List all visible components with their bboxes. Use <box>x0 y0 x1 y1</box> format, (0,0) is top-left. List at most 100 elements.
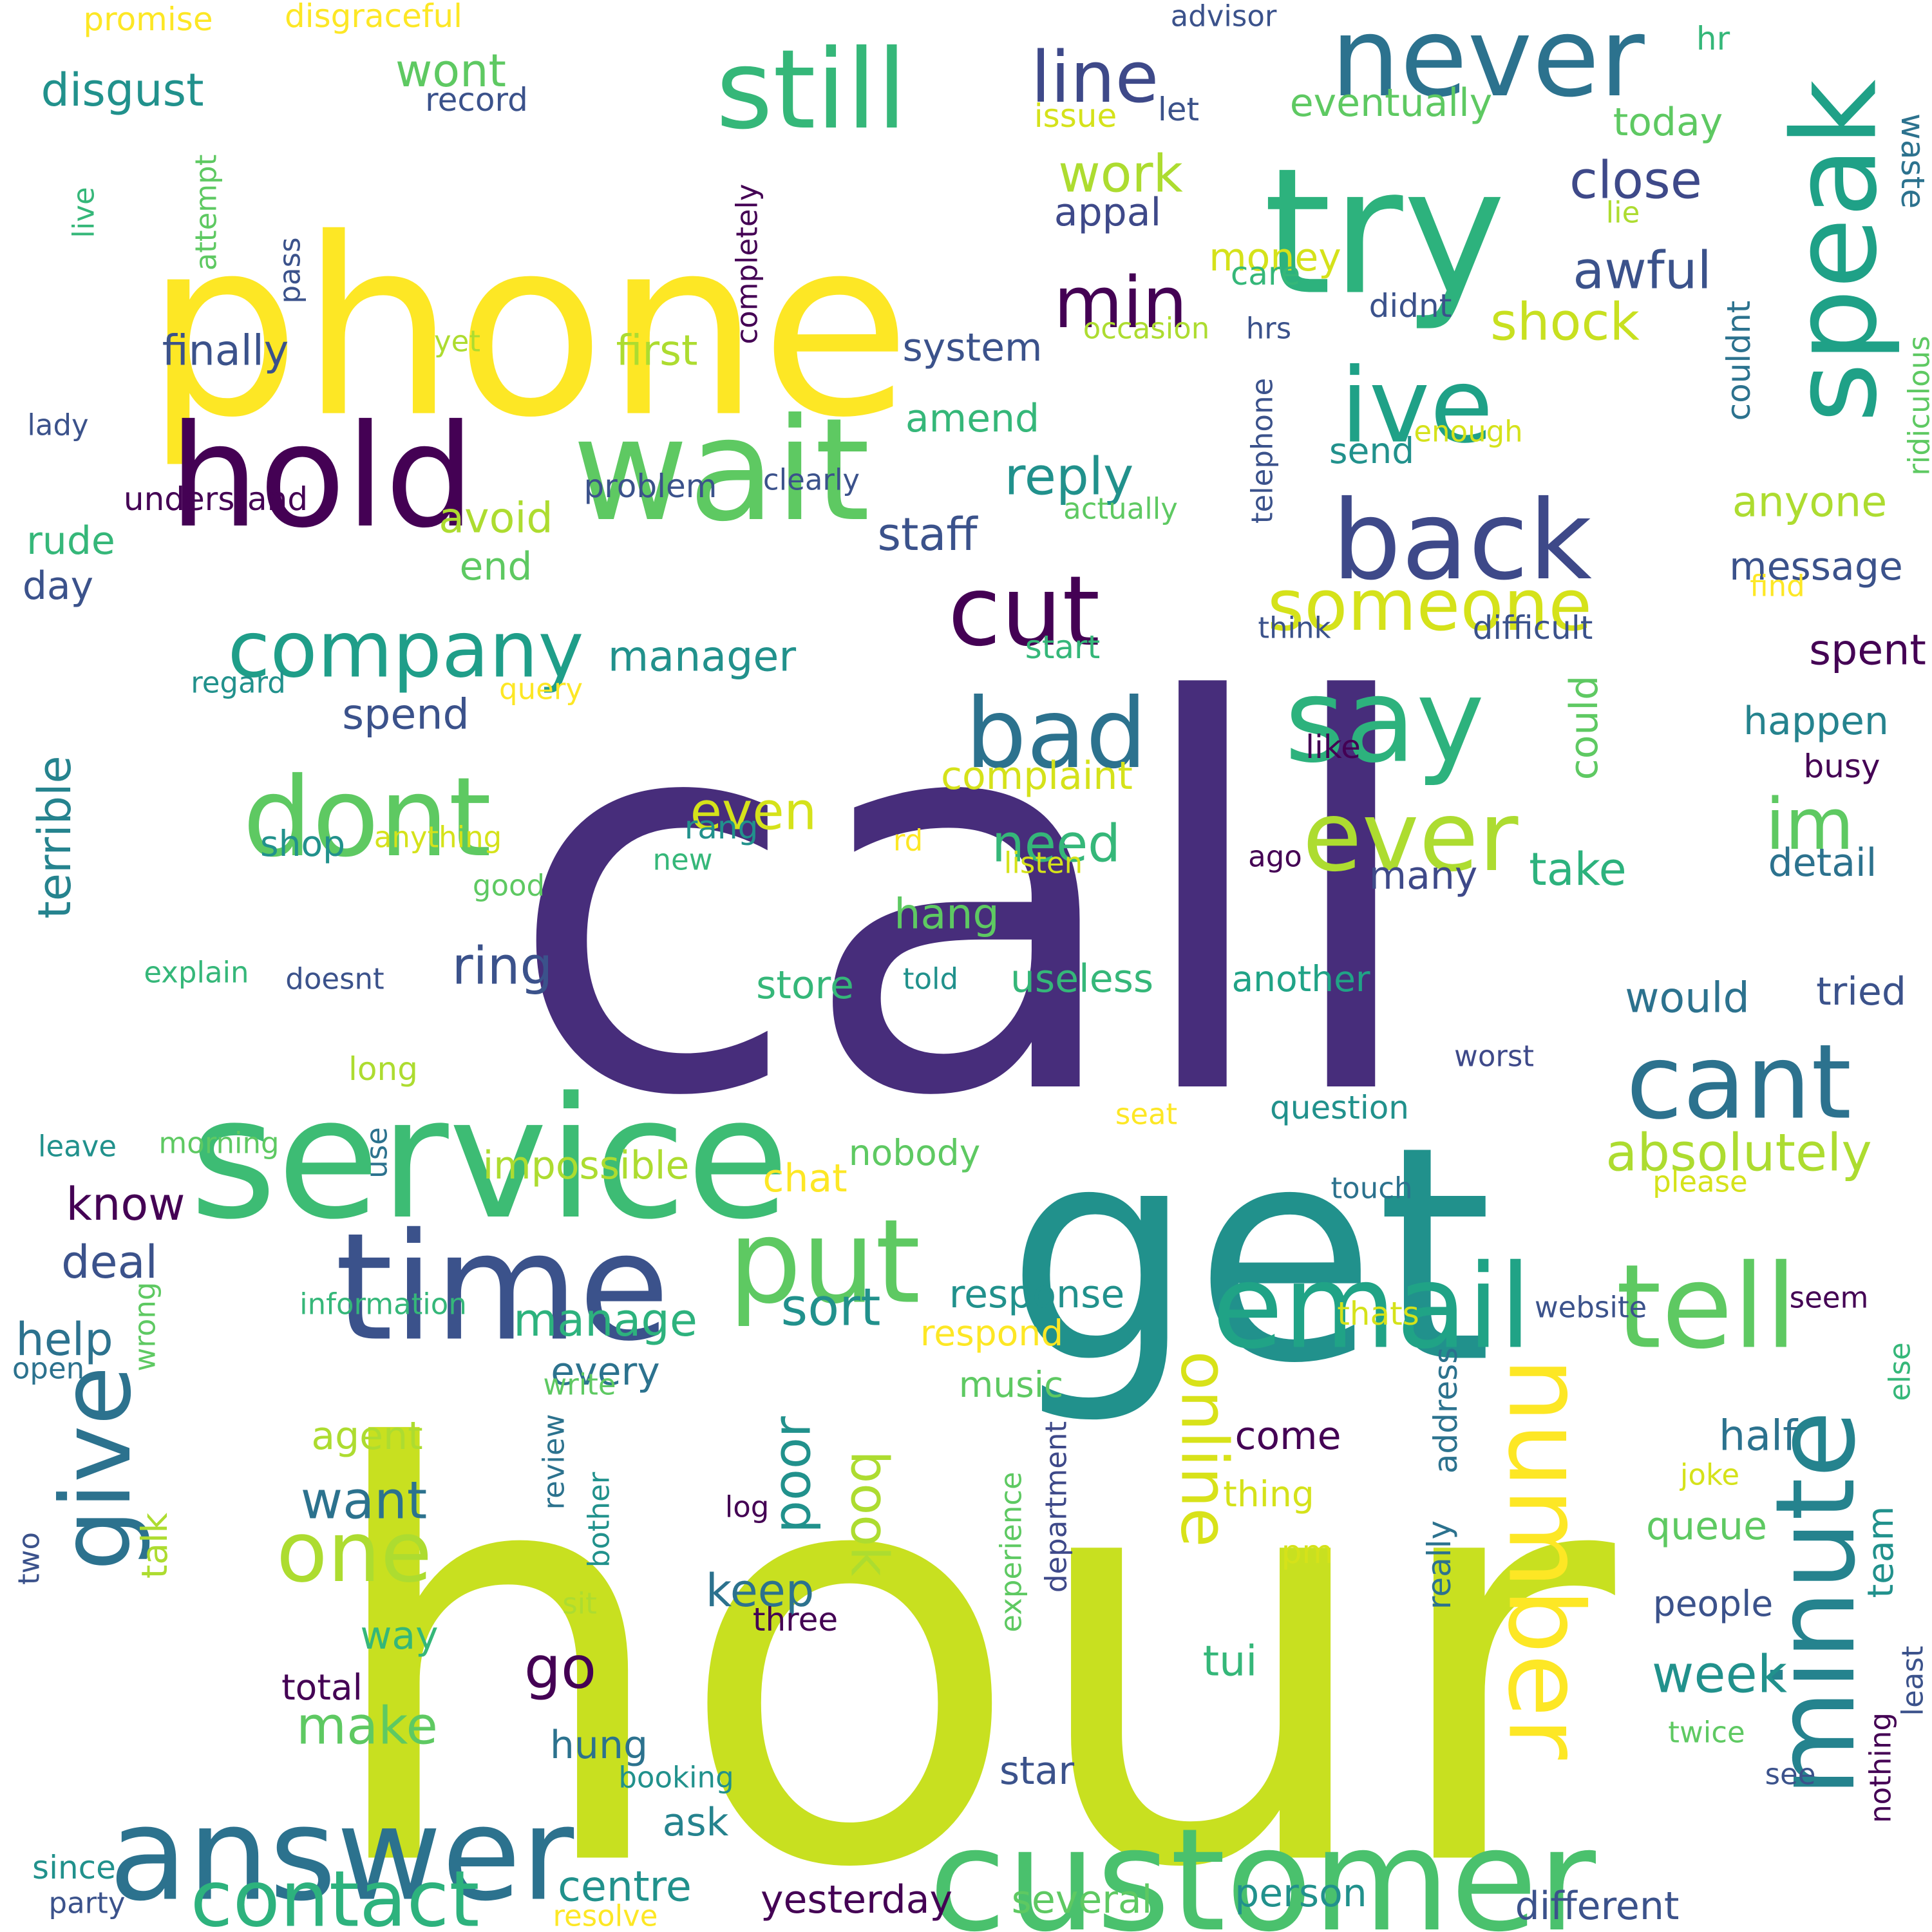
word-service: service <box>189 1062 789 1256</box>
word-occasion: occasion <box>1083 312 1210 346</box>
word-resolve: resolve <box>553 1899 658 1932</box>
word-pm: pm <box>1282 1533 1333 1571</box>
word-ring: ring <box>452 936 553 996</box>
word-query: query <box>499 672 583 706</box>
word-disgust: disgust <box>41 64 204 117</box>
word-send: send <box>1329 430 1414 471</box>
word-happen: happen <box>1743 699 1889 744</box>
word-tried: tried <box>1816 969 1906 1014</box>
word-many: many <box>1369 853 1478 898</box>
word-try: try <box>1264 131 1506 334</box>
word-lady: lady <box>27 408 88 442</box>
word-least: least <box>1896 1646 1930 1716</box>
word-waste: waste <box>1894 113 1931 209</box>
word-chat: chat <box>762 1156 847 1201</box>
word-talk: talk <box>134 1513 175 1579</box>
word-lie: lie <box>1606 196 1640 230</box>
word-never: never <box>1331 0 1645 122</box>
word-new: new <box>652 843 712 877</box>
word-complaint: complaint <box>941 753 1133 799</box>
word-way: way <box>360 1613 438 1658</box>
word-hold: hold <box>169 394 475 559</box>
word-please: please <box>1653 1165 1747 1199</box>
word-worst: worst <box>1454 1039 1534 1074</box>
word-say: say <box>1285 654 1485 789</box>
word-reply: reply <box>1005 447 1134 507</box>
word-need: need <box>992 814 1121 874</box>
word-doesnt: doesnt <box>285 962 384 996</box>
word-response: response <box>949 1272 1125 1317</box>
word-wait: wait <box>573 388 870 553</box>
word-today: today <box>1613 100 1723 145</box>
word-joke: joke <box>1680 1458 1739 1492</box>
word-work: work <box>1058 144 1183 204</box>
word-yet: yet <box>434 325 480 359</box>
word-deal: deal <box>61 1236 158 1289</box>
word-enough: enough <box>1414 415 1522 449</box>
word-hang: hang <box>894 891 999 939</box>
word-leave: leave <box>38 1130 117 1164</box>
word-regard: regard <box>191 666 286 700</box>
word-total: total <box>281 1667 363 1708</box>
word-time: time <box>335 1202 670 1374</box>
word-sort: sort <box>781 1278 881 1338</box>
word-email: email <box>1212 1240 1531 1375</box>
word-telephone: telephone <box>1245 378 1280 524</box>
word-ever: ever <box>1302 781 1518 893</box>
word-sit: sit <box>562 1587 597 1621</box>
word-someone: someone <box>1267 564 1592 647</box>
word-message: message <box>1729 544 1903 589</box>
word-information: information <box>299 1287 467 1321</box>
word-online: online <box>1167 1350 1242 1547</box>
word-poor: poor <box>762 1416 822 1533</box>
word-cut: cut <box>948 556 1100 668</box>
word-since: since <box>32 1849 116 1886</box>
word-hr: hr <box>1696 20 1730 57</box>
word-hrs: hrs <box>1246 312 1291 346</box>
word-week: week <box>1652 1645 1788 1705</box>
word-hung: hung <box>550 1723 648 1768</box>
word-wrong: wrong <box>128 1282 162 1372</box>
word-cant: cant <box>1626 1022 1852 1142</box>
word-awful: awful <box>1573 241 1712 301</box>
word-let: let <box>1158 91 1199 128</box>
word-respond: respond <box>920 1312 1063 1354</box>
word-keep: keep <box>706 1564 815 1617</box>
word-clearly: clearly <box>763 463 860 497</box>
word-another: another <box>1231 958 1370 999</box>
word-thing: thing <box>1223 1473 1314 1515</box>
word-get: get <box>1006 1084 1492 1428</box>
word-speak: speak <box>1768 79 1903 422</box>
word-anyone: anyone <box>1732 478 1887 527</box>
word-rang: rang <box>685 809 759 846</box>
word-question: question <box>1270 1089 1409 1126</box>
word-ask: ask <box>663 1800 729 1845</box>
word-day: day <box>23 564 93 609</box>
word-first: first <box>616 327 697 375</box>
word-manager: manager <box>608 633 796 681</box>
word-money: money <box>1209 235 1341 280</box>
word-disgraceful: disgraceful <box>285 0 462 35</box>
word-book: book <box>840 1451 900 1577</box>
word-terrible: terrible <box>28 755 81 918</box>
word-phone: phone <box>145 186 911 471</box>
word-write: write <box>543 1368 616 1402</box>
word-review: review <box>537 1414 571 1510</box>
word-back: back <box>1332 477 1592 605</box>
word-close: close <box>1569 151 1702 211</box>
word-people: people <box>1653 1583 1773 1624</box>
word-agent: agent <box>311 1414 422 1459</box>
word-morning: morning <box>158 1126 279 1160</box>
word-person: person <box>1235 1871 1367 1916</box>
word-start: start <box>1025 629 1100 666</box>
word-group: call hour phone get service customer try time wa… <box>12 0 1932 1932</box>
word-give: give <box>41 1366 153 1571</box>
word-promise: promise <box>83 1 213 38</box>
word-could: could <box>1562 676 1607 780</box>
word-record: record <box>425 81 528 118</box>
word-department: department <box>1039 1421 1074 1593</box>
word-advisor: advisor <box>1171 0 1277 33</box>
word-anything: anything <box>374 820 502 855</box>
word-detail: detail <box>1768 840 1877 886</box>
word-eventually: eventually <box>1290 80 1493 126</box>
